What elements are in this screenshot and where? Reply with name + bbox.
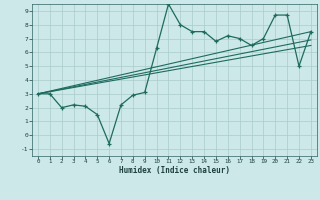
X-axis label: Humidex (Indice chaleur): Humidex (Indice chaleur): [119, 166, 230, 175]
